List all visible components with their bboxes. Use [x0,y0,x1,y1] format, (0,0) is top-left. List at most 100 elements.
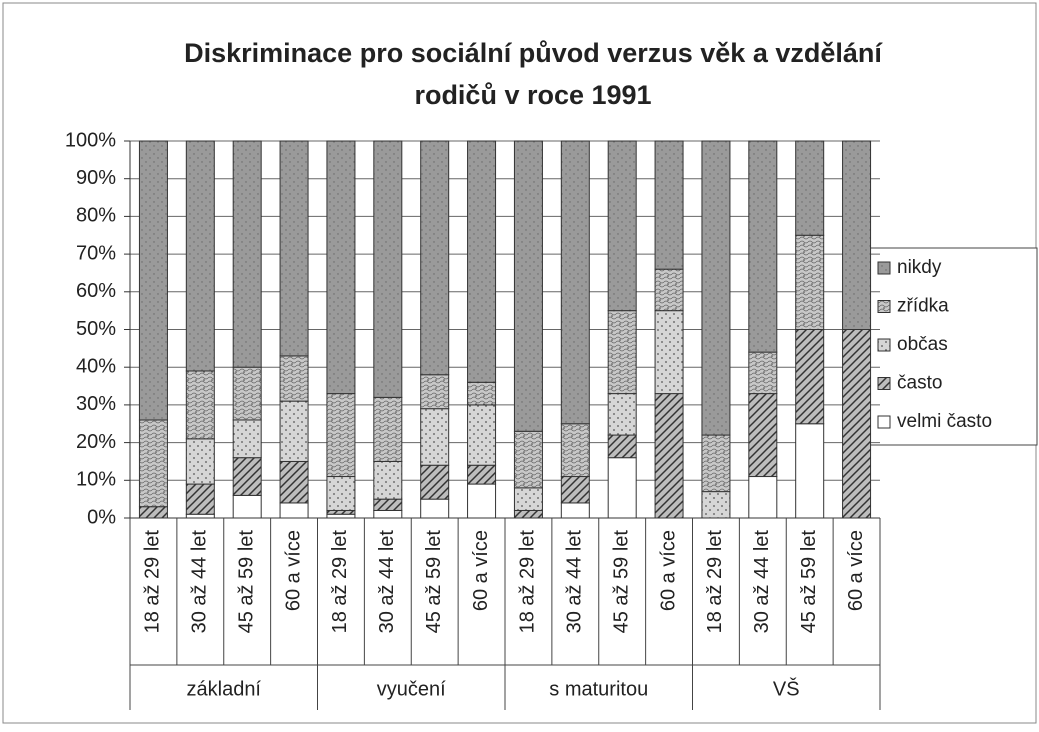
x-tick-label: 60 a více [845,530,867,611]
bar-segment [326,393,356,478]
legend-label: velmi často [897,411,992,432]
x-tick-label: 45 až 59 let [423,530,445,634]
bar-segment [185,370,215,440]
bar-segment [326,509,356,515]
bar-segment [607,140,637,312]
bar-segment [795,329,825,425]
bar-segment [185,513,215,519]
bar-segment [373,140,403,398]
y-tick-label: 100% [65,129,116,151]
y-tick-label: 10% [76,469,116,491]
legend-swatch [877,300,891,313]
chart-title: Diskriminace pro sociální původ verzus v… [184,38,883,68]
bar-segment [279,502,309,519]
bar-segment [467,483,497,519]
y-tick-label: 30% [76,393,116,415]
bar-segment [232,457,262,496]
bar-segment [513,509,543,519]
legend-swatch [877,261,891,275]
bar-segment [232,366,262,421]
bar-segment [701,140,731,436]
group-label: s maturitou [549,678,648,700]
y-tick-label: 40% [76,355,116,377]
bar-segment [842,140,872,330]
bar-segment [560,502,590,519]
x-tick-label: 45 až 59 let [610,530,632,634]
x-tick-label: 18 až 29 let [142,530,164,634]
bar-segment [373,460,403,500]
bar-segment [795,140,825,236]
bar-segment [748,393,778,478]
bar-segment [373,498,403,511]
bar-segment [654,310,684,395]
x-tick-label: 18 až 29 let [329,530,351,634]
legend-label: nikdy [897,257,942,278]
y-tick-label: 70% [76,242,116,264]
bar-segment [279,400,309,462]
bar-segment [607,393,637,436]
bar-segment [185,140,215,372]
bar-segment [232,494,262,519]
y-tick-label: 20% [76,431,116,453]
bar-segment [748,140,778,353]
bar-segment [420,374,450,410]
bar-segment [326,140,356,395]
bar-segment [185,483,215,515]
x-tick-label: 60 a více [470,530,492,611]
bar-segment [326,476,356,511]
bar-segment [467,464,497,485]
y-tick-label: 50% [76,318,116,340]
legend-swatch [877,338,891,352]
bar-segment [467,381,497,406]
bar-segment [420,408,450,466]
x-tick-label: 45 až 59 let [798,530,820,634]
bar-segment [138,506,168,519]
legend-label: občas [897,334,948,355]
bar-segment [373,509,403,519]
bar-segment [607,310,637,395]
bar-segment [420,464,450,500]
y-tick-label: 60% [76,280,116,302]
bar-segment [795,234,825,330]
x-tick-label: 30 až 44 let [564,530,586,634]
x-tick-label: 30 až 44 let [189,530,211,634]
bar-segment [654,268,684,312]
bar-segment [279,355,309,402]
bar-segment [607,434,637,459]
bar-segment [748,476,778,519]
x-tick-label: 60 a více [657,530,679,611]
legend-label: často [897,373,942,394]
bar-segment [560,140,590,425]
bar-segment [279,460,309,504]
x-tick-label: 18 až 29 let [517,530,539,634]
legend-box [869,247,1038,446]
x-tick-label: 30 až 44 let [376,530,398,634]
legend-swatch [877,415,891,429]
bar-segment [607,457,637,519]
chart-title: rodičů v roce 1991 [414,80,651,110]
group-label: VŠ [773,677,800,700]
bar-segment [560,423,590,478]
bar-segment [279,140,309,357]
bar-segment [232,419,262,459]
bar-segment [513,487,543,511]
group-label: základní [187,678,262,700]
bar-segment [373,396,403,462]
legend-swatch [877,377,891,390]
y-tick-label: 80% [76,205,116,227]
bar-segment [420,140,450,376]
bar-segment [185,438,215,485]
bar-segment [560,476,590,504]
x-tick-label: 30 až 44 let [751,530,773,634]
x-tick-label: 45 až 59 let [235,530,257,634]
bar-segment [654,140,684,270]
bar-segment [795,423,825,519]
bar-segment [467,404,497,466]
group-label: vyučení [377,678,446,700]
bar-segment [326,513,356,519]
bar-segment [842,329,872,519]
bar-segment [467,140,497,383]
x-tick-label: 60 a více [282,530,304,611]
bar-segment [138,140,168,421]
